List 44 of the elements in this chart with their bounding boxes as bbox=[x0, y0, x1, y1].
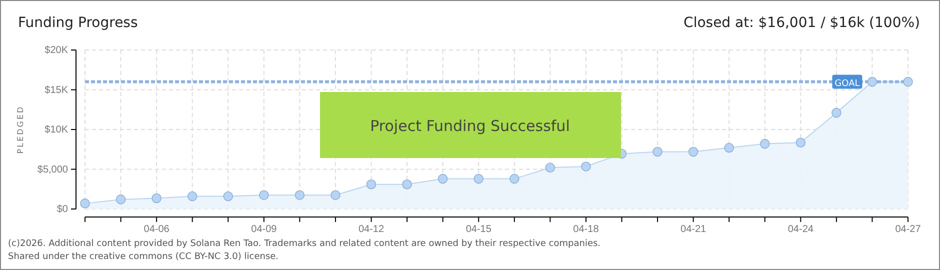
point bbox=[259, 190, 269, 200]
x-tick-label: 04-18 bbox=[573, 224, 600, 236]
point bbox=[223, 191, 234, 202]
point bbox=[402, 179, 412, 190]
point bbox=[688, 146, 698, 157]
success-banner: Project Funding Successful bbox=[320, 92, 621, 158]
point bbox=[330, 190, 340, 200]
point bbox=[724, 142, 734, 153]
x-tick-label: 04-24 bbox=[788, 224, 814, 236]
point bbox=[760, 138, 770, 149]
x-tick-label: 04-09 bbox=[251, 224, 278, 236]
y-tick-label: $20K bbox=[44, 45, 68, 56]
point bbox=[438, 174, 448, 184]
point bbox=[796, 138, 806, 148]
point bbox=[116, 194, 126, 204]
x-tick-label: 04-12 bbox=[358, 224, 384, 236]
point bbox=[652, 146, 662, 157]
y-tick-label: $15K bbox=[44, 84, 68, 96]
y-tick-label: $0 bbox=[56, 204, 68, 216]
point bbox=[581, 162, 591, 172]
point bbox=[832, 108, 842, 118]
text: (c)2026. Additional content provided by Solana Ren Tao. Trademarks and related content are owned by their respective companies. bbox=[8, 239, 601, 249]
chart-title: Funding Progress bbox=[18, 15, 138, 31]
point bbox=[80, 198, 90, 208]
point bbox=[474, 174, 484, 184]
x-tick-label: 04-15 bbox=[466, 224, 492, 236]
point bbox=[545, 162, 556, 173]
point bbox=[294, 190, 305, 200]
ref-line-label: GOAL bbox=[834, 78, 860, 89]
point bbox=[187, 191, 198, 202]
point bbox=[152, 193, 162, 204]
y-tick-label: $5,000 bbox=[37, 164, 68, 176]
x-tick-label: 04-27 bbox=[895, 224, 922, 236]
point bbox=[366, 179, 376, 190]
annotation: Project Funding Successful bbox=[370, 117, 570, 135]
point bbox=[509, 174, 520, 184]
x-tick-label: 04-06 bbox=[144, 224, 170, 236]
point bbox=[867, 76, 878, 87]
chart-subtitle: Closed at: $16,001 / $16k (100%) bbox=[684, 15, 920, 31]
point bbox=[903, 76, 913, 87]
y-tick-label: $10K bbox=[44, 124, 68, 136]
text: Shared under the creative commons (CC BY-NC 3.0) license. bbox=[8, 252, 279, 262]
x-tick-label: 04-21 bbox=[680, 224, 707, 236]
y-axis-title: PLEDGED bbox=[16, 105, 25, 154]
